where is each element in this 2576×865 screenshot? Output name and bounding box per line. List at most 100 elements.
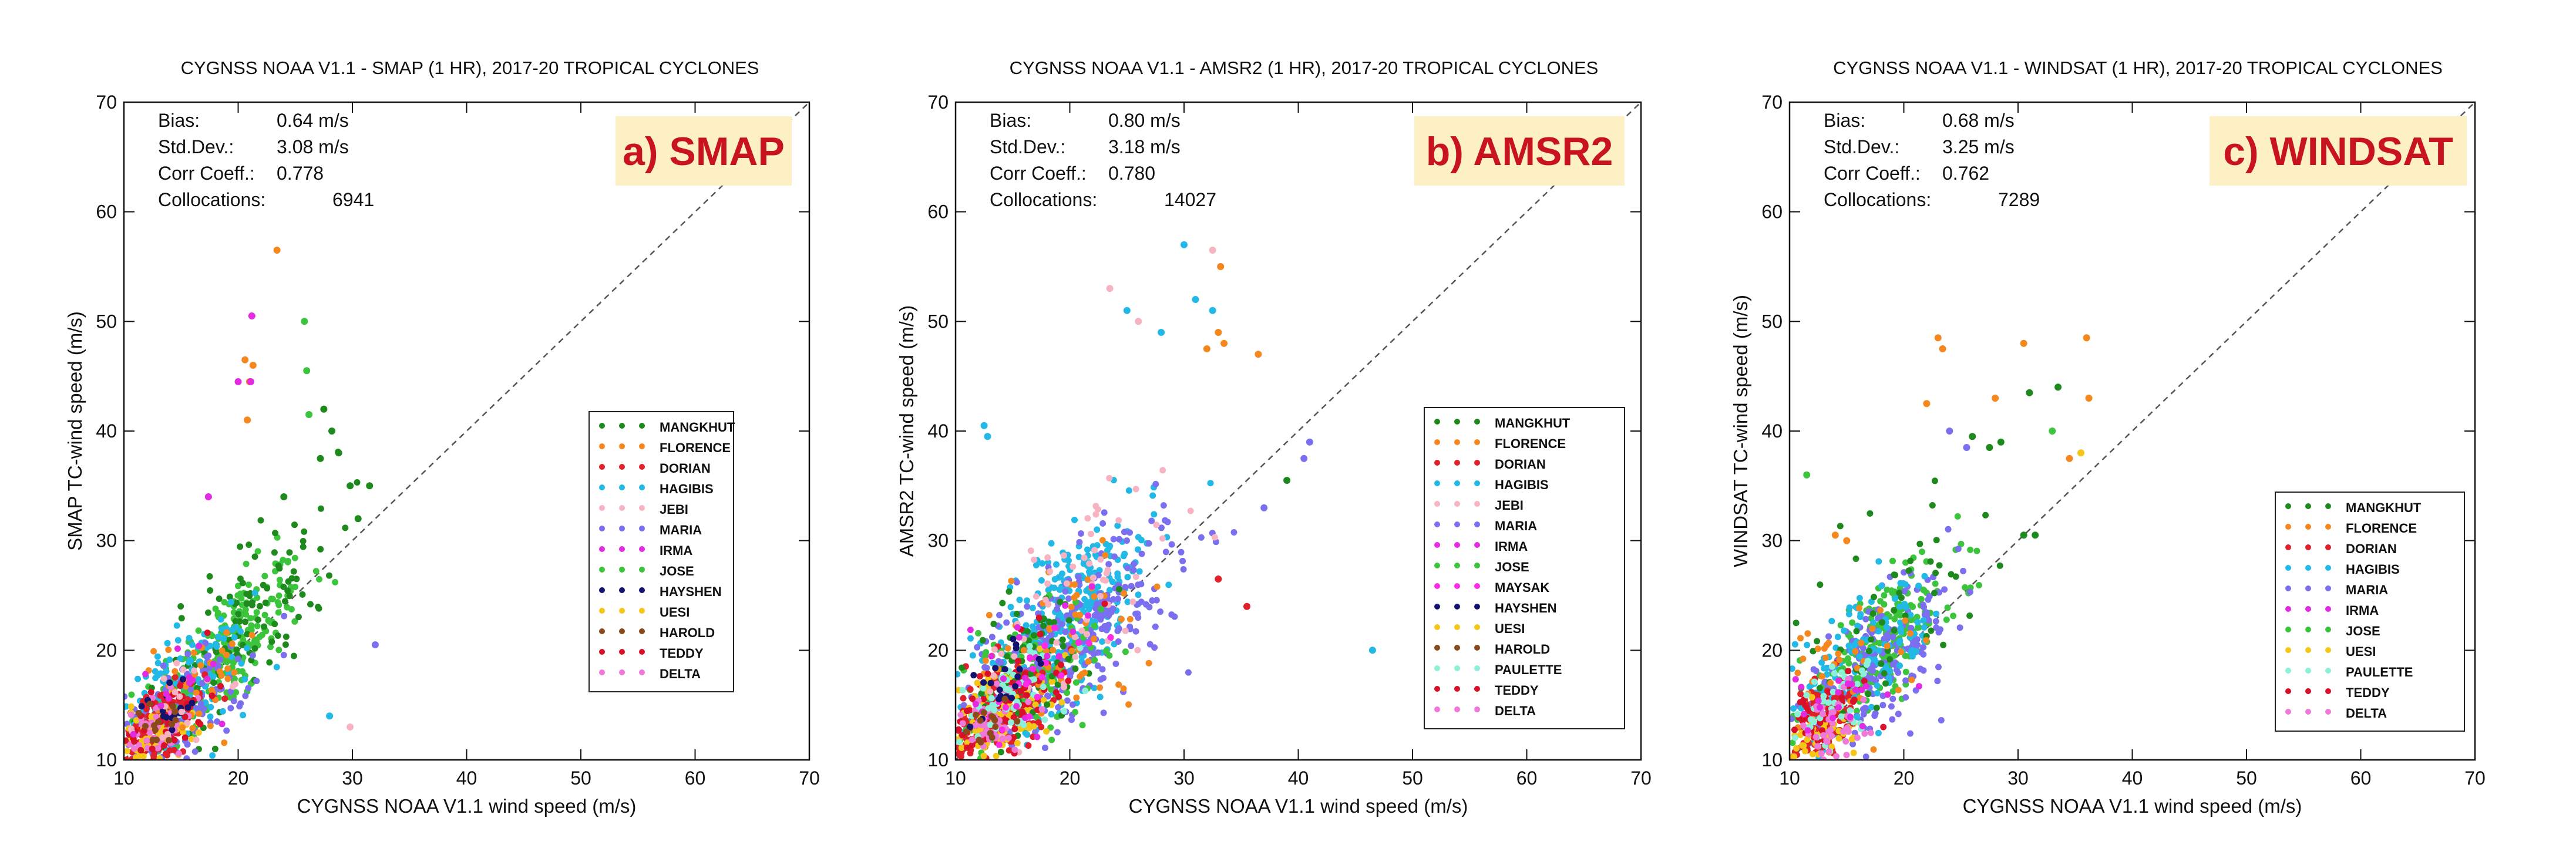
data-point	[1111, 553, 1118, 560]
data-point	[251, 553, 258, 560]
data-point	[260, 581, 267, 588]
data-point	[127, 711, 134, 718]
legend-label: HAROLD	[1495, 642, 1550, 657]
data-point	[1058, 672, 1065, 679]
data-point	[1929, 502, 1936, 509]
data-point	[1901, 588, 1908, 595]
data-point	[1967, 546, 1974, 553]
data-point	[991, 706, 998, 713]
data-point	[1851, 696, 1858, 704]
data-point	[1068, 648, 1075, 654]
data-point	[1064, 689, 1071, 696]
x-axis-label: CYGNSS NOAA V1.1 wind speed (m/s)	[1963, 795, 2302, 817]
data-point	[303, 367, 311, 375]
data-point	[1856, 595, 1863, 601]
legend-marker	[619, 669, 625, 675]
data-point	[1115, 595, 1121, 603]
data-point	[1164, 519, 1171, 526]
data-point	[1037, 645, 1044, 652]
data-point	[1845, 660, 1852, 667]
data-point	[1060, 552, 1067, 559]
data-point	[1821, 665, 1827, 672]
data-point	[1116, 536, 1123, 543]
data-point	[1874, 682, 1881, 689]
legend-marker	[2325, 585, 2331, 591]
legend-label: DELTA	[660, 667, 701, 681]
data-point	[261, 573, 268, 580]
data-point	[1283, 477, 1291, 484]
stat-value: 0.762	[1942, 163, 1989, 184]
data-point	[228, 654, 235, 661]
data-point	[1852, 556, 1859, 562]
data-point	[1088, 530, 1094, 537]
data-point	[1825, 640, 1832, 647]
data-point	[1159, 535, 1166, 542]
data-point	[1050, 619, 1057, 626]
data-point	[245, 685, 252, 692]
data-point	[1862, 753, 1869, 760]
data-point	[1992, 395, 1999, 402]
data-point	[1013, 703, 1020, 710]
data-point	[967, 723, 974, 731]
stat-value: 0.778	[277, 163, 324, 184]
data-point	[1818, 673, 1825, 680]
legend-marker	[1474, 439, 1480, 445]
data-point	[237, 628, 244, 635]
data-point	[202, 640, 209, 647]
data-point	[1902, 668, 1909, 675]
data-point	[320, 405, 328, 413]
data-point	[1875, 729, 1882, 736]
data-point	[312, 568, 320, 575]
data-point	[1896, 590, 1903, 597]
data-point	[1847, 713, 1854, 721]
data-point	[1124, 598, 1131, 605]
legend-marker	[619, 484, 625, 490]
legend-label: MARIA	[1495, 519, 1537, 533]
data-point	[1026, 643, 1033, 649]
data-point	[1145, 659, 1152, 667]
legend-marker	[2305, 524, 2311, 530]
data-point	[1162, 548, 1169, 556]
data-point	[1931, 590, 1938, 597]
data-point	[261, 611, 268, 618]
data-point	[1881, 635, 1888, 642]
data-point	[249, 362, 257, 369]
data-point	[210, 679, 217, 686]
data-point	[212, 641, 219, 648]
data-point	[186, 657, 193, 664]
data-point	[1043, 648, 1050, 655]
data-point	[1106, 587, 1113, 594]
x-axis-label: CYGNSS NOAA V1.1 wind speed (m/s)	[1129, 795, 1468, 817]
data-point	[1154, 583, 1161, 590]
stat-value: 7289	[1998, 189, 2040, 210]
data-point	[983, 649, 990, 656]
data-point	[1032, 701, 1039, 708]
legend: MANGKHUT FLORENCE DORIAN HAGIBIS MARIA IRMA JO…	[2275, 492, 2465, 732]
data-point	[980, 679, 987, 686]
panel-label-box	[616, 116, 792, 186]
data-point	[193, 689, 200, 696]
data-point	[1914, 619, 1921, 626]
data-point	[154, 653, 161, 660]
data-point	[204, 493, 212, 500]
data-point	[1863, 683, 1869, 690]
data-point	[1852, 648, 1859, 655]
data-point	[1790, 739, 1796, 746]
legend-label: TEDDY	[660, 646, 704, 661]
data-point	[1099, 638, 1106, 645]
data-point	[984, 433, 991, 440]
data-point	[1878, 660, 1885, 667]
data-point	[1920, 644, 1927, 651]
data-point	[233, 646, 240, 653]
x-tick-label: 60	[2350, 768, 2372, 789]
data-point	[1125, 487, 1132, 494]
data-point	[1909, 653, 1916, 660]
data-point	[1801, 711, 1808, 718]
legend-marker	[1454, 439, 1460, 445]
data-point	[1099, 520, 1107, 527]
legend-label: DORIAN	[660, 461, 711, 476]
data-point	[153, 736, 160, 743]
data-point	[1091, 593, 1098, 600]
legend-marker	[599, 628, 605, 634]
data-point	[1098, 625, 1105, 632]
